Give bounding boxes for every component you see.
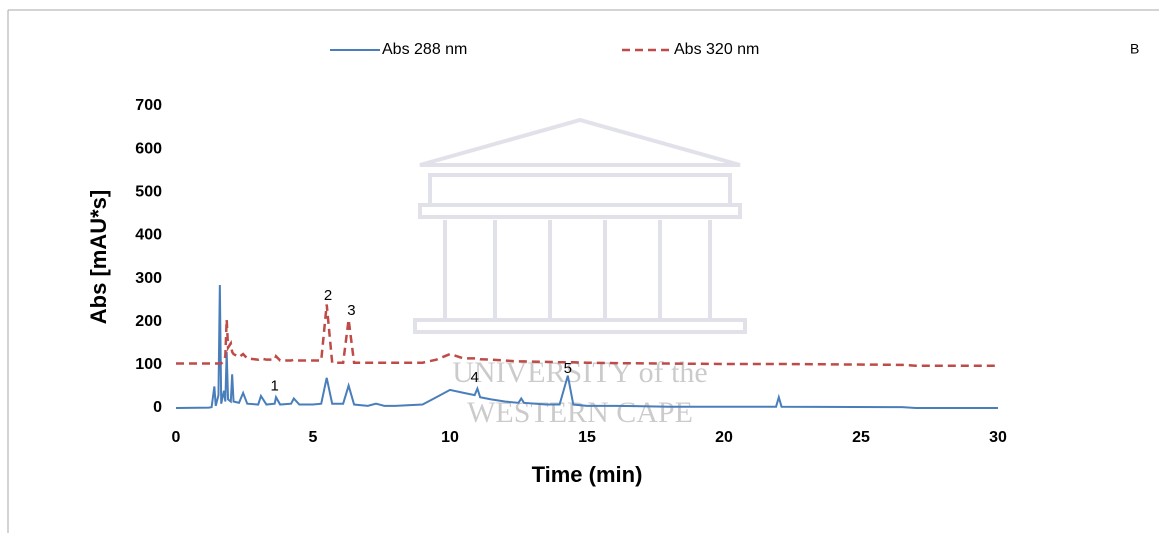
y-tick-label: 400 [135,227,162,244]
legend-label: Abs 288 nm [382,41,467,58]
legend-label: Abs 320 nm [674,41,759,58]
peak-label: 5 [564,360,572,377]
y-tick-label: 300 [135,270,162,287]
y-tick-label: 600 [135,140,162,157]
panel-label: B [1130,41,1139,57]
y-tick-label: 500 [135,184,162,201]
x-tick-label: 25 [852,429,870,446]
watermark-logo [413,117,747,334]
series-line [175,285,998,409]
y-tick-label: 700 [135,97,162,114]
y-tick-label: 0 [153,399,162,416]
x-tick-label: 20 [715,429,733,446]
x-tick-label: 5 [309,429,318,446]
watermark-line: UNIVERSITY of the [452,356,708,389]
y-tick-label: 100 [135,356,162,373]
peak-label: 4 [470,369,478,386]
peak-label: 2 [324,287,332,304]
x-tick-label: 30 [989,429,1007,446]
x-tick-label: 15 [578,429,596,446]
x-tick-label: 10 [441,429,459,446]
y-axis-title: Abs [mAU*s] [86,190,111,324]
x-axis-title: Time (min) [532,462,643,487]
series-line [176,304,998,367]
peak-label: 1 [270,377,278,394]
x-tick-label: 0 [172,429,181,446]
peak-label: 3 [347,302,355,319]
y-tick-label: 200 [135,313,162,330]
